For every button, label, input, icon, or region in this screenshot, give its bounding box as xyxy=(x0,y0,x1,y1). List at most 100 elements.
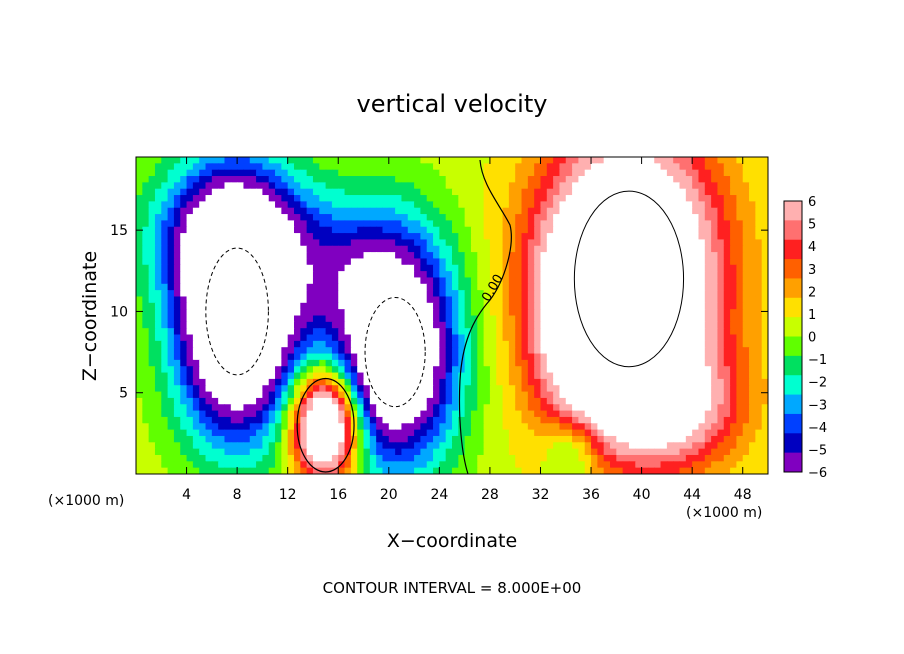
heatmap-cell xyxy=(527,245,535,253)
heatmap-cell xyxy=(300,347,308,355)
heatmap-cell xyxy=(572,309,579,317)
heatmap-cell xyxy=(180,258,188,266)
heatmap-cell xyxy=(660,461,668,469)
heatmap-cell xyxy=(527,296,535,304)
heatmap-cell xyxy=(628,423,636,431)
heatmap-cell xyxy=(243,366,251,374)
heatmap-cell xyxy=(717,315,725,323)
heatmap-cell xyxy=(420,176,428,183)
heatmap-cell xyxy=(243,195,251,202)
heatmap-cell xyxy=(698,321,706,329)
heatmap-cell xyxy=(534,448,542,456)
heatmap-cell xyxy=(546,340,554,348)
heatmap-cell xyxy=(249,385,257,393)
heatmap-cell xyxy=(711,283,719,291)
heatmap-cell xyxy=(319,214,327,221)
heatmap-cell xyxy=(281,423,289,431)
heatmap-cell xyxy=(698,264,706,272)
heatmap-cell xyxy=(275,271,282,279)
heatmap-cell xyxy=(142,454,150,462)
heatmap-cell xyxy=(685,296,693,304)
heatmap-cell xyxy=(230,397,238,405)
heatmap-cell xyxy=(382,188,390,196)
heatmap-cell xyxy=(749,207,756,215)
heatmap-cell xyxy=(395,207,403,215)
heatmap-cell xyxy=(496,391,504,399)
heatmap-cell xyxy=(237,207,245,215)
heatmap-cell xyxy=(546,309,554,317)
heatmap-cell xyxy=(211,169,219,177)
heatmap-cell xyxy=(515,328,523,336)
heatmap-cell xyxy=(730,252,737,260)
heatmap-cell xyxy=(148,391,156,399)
heatmap-cell xyxy=(211,296,219,304)
heatmap-cell xyxy=(578,302,586,310)
heatmap-cell xyxy=(180,315,188,323)
heatmap-cell xyxy=(338,258,346,266)
heatmap-cell xyxy=(300,353,308,361)
heatmap-cell xyxy=(559,391,567,399)
heatmap-cell xyxy=(666,385,674,393)
heatmap-cell xyxy=(730,410,737,418)
heatmap-cell xyxy=(173,366,181,374)
heatmap-cell xyxy=(723,302,731,310)
heatmap-cell xyxy=(591,315,598,323)
heatmap-cell xyxy=(591,416,598,424)
heatmap-cell xyxy=(414,176,421,183)
heatmap-cell xyxy=(660,277,668,285)
heatmap-cell xyxy=(470,353,478,361)
heatmap-cell xyxy=(136,169,143,177)
heatmap-cell xyxy=(755,366,763,374)
heatmap-cell xyxy=(243,378,251,386)
heatmap-cell xyxy=(572,195,579,202)
heatmap-cell xyxy=(199,195,207,202)
heatmap-cell xyxy=(369,366,377,374)
heatmap-cell xyxy=(439,372,447,380)
heatmap-cell xyxy=(395,454,403,462)
heatmap-cell xyxy=(325,302,333,310)
heatmap-cell xyxy=(660,385,668,393)
heatmap-cell xyxy=(578,334,586,342)
heatmap-cell xyxy=(426,321,434,329)
heatmap-cell xyxy=(388,391,396,399)
heatmap-cell xyxy=(635,429,643,437)
heatmap-cell xyxy=(426,315,434,323)
heatmap-cell xyxy=(685,201,693,209)
heatmap-cell xyxy=(647,258,655,266)
heatmap-cell xyxy=(622,176,630,183)
heatmap-cell xyxy=(199,372,207,380)
heatmap-cell xyxy=(666,359,674,367)
heatmap-cell xyxy=(199,264,207,272)
heatmap-cell xyxy=(186,233,194,241)
heatmap-cell xyxy=(673,372,681,380)
heatmap-cell xyxy=(357,271,365,279)
heatmap-cell xyxy=(584,271,592,279)
heatmap-cell xyxy=(426,252,434,260)
heatmap-cell xyxy=(546,334,554,342)
heatmap-cell xyxy=(300,258,308,266)
heatmap-cell xyxy=(654,340,662,348)
heatmap-cell xyxy=(610,461,617,469)
heatmap-cell xyxy=(584,252,592,260)
heatmap-cell xyxy=(546,239,554,247)
heatmap-cell xyxy=(730,157,737,164)
heatmap-cell xyxy=(761,207,768,215)
heatmap-cell xyxy=(407,258,415,266)
heatmap-cell xyxy=(268,245,276,253)
heatmap-cell xyxy=(414,366,421,374)
heatmap-cell xyxy=(224,410,232,418)
heatmap-cell xyxy=(761,239,768,247)
heatmap-cell xyxy=(736,271,744,279)
heatmap-cell xyxy=(148,264,156,272)
heatmap-cell xyxy=(224,423,232,431)
heatmap-cell xyxy=(616,220,624,228)
heatmap-cell xyxy=(376,385,384,393)
heatmap-cell xyxy=(218,277,226,285)
heatmap-cell xyxy=(521,448,529,456)
heatmap-cell xyxy=(685,214,693,221)
heatmap-cell xyxy=(584,176,592,183)
heatmap-cell xyxy=(167,334,175,342)
heatmap-cell xyxy=(616,207,624,215)
heatmap-cell xyxy=(382,340,390,348)
heatmap-cell xyxy=(319,296,327,304)
